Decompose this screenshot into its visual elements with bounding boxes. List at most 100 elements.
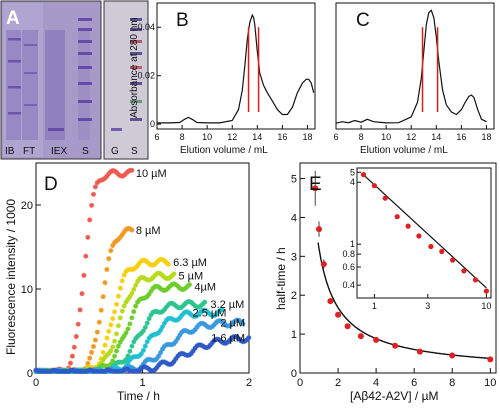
- gel-ladder-band: [78, 82, 92, 85]
- inset-data-point: [382, 195, 388, 201]
- x-tick-label: 14: [431, 132, 441, 142]
- series-label: 8 µM: [136, 225, 161, 237]
- data-point: [186, 282, 192, 288]
- data-point: [129, 290, 135, 296]
- x-tick-label: 6: [154, 132, 159, 142]
- y-tick-label: 0: [150, 119, 155, 129]
- data-point: [165, 261, 171, 267]
- inset-data-point: [461, 268, 467, 274]
- data-point: [240, 321, 246, 327]
- data-point: [129, 227, 135, 233]
- gel-lane-smear: [6, 30, 21, 140]
- x-tick-label: 2: [246, 377, 252, 389]
- panel-b-ticks: 6 8 10 12 14 16 18 0 0.02 0.04: [137, 22, 312, 142]
- x-tick-label: 16: [456, 132, 466, 142]
- panel-e-fit-line: [317, 242, 491, 360]
- panel-b-ylabel: Absorbance at 280 nm: [129, 17, 140, 118]
- gel-sample-band: [8, 86, 21, 89]
- data-point: [106, 256, 112, 262]
- gel-lane-smear: [22, 30, 38, 140]
- panel-c-frame: [335, 2, 495, 130]
- data-point: [115, 293, 122, 299]
- gel-ladder-band: [130, 18, 142, 21]
- data-point: [112, 338, 118, 344]
- y-tick-label: 0.04: [137, 22, 155, 32]
- data-point: [117, 285, 123, 291]
- data-point: [125, 326, 131, 332]
- x-tick-label: 0: [297, 377, 303, 389]
- lane-label-s2: S: [131, 146, 138, 157]
- y-tick-label: 5: [291, 174, 297, 186]
- series-label: 5 µM: [178, 271, 203, 283]
- data-point: [373, 336, 380, 343]
- inset-y-tick-label: 0.6: [342, 262, 355, 272]
- inset-x-tick-label: 10: [481, 301, 491, 311]
- panel-d-ylabel: Fluorescence intensity / 1000: [4, 199, 18, 355]
- data-point: [125, 353, 131, 359]
- gel-sample-band: [24, 104, 37, 106]
- inset-data-point: [428, 243, 434, 250]
- x-tick-label: 16: [277, 132, 287, 142]
- data-point: [110, 358, 116, 364]
- data-point: [81, 272, 87, 278]
- data-point: [115, 323, 122, 329]
- panel-e-points: [312, 170, 494, 363]
- inset-data-point: [472, 277, 479, 283]
- x-tick-label: 12: [406, 132, 416, 142]
- data-point: [87, 355, 93, 361]
- panel-b-peak-markers: [247, 27, 260, 113]
- x-tick-label: 14: [252, 132, 262, 142]
- gel-left-highlight: [3, 3, 43, 157]
- y-tick-label: 0: [27, 368, 33, 380]
- x-tick-label: 10: [381, 132, 391, 142]
- x-tick-label: 8: [359, 132, 364, 142]
- inset-data-point: [360, 172, 367, 178]
- panel-b-trace: [157, 13, 315, 124]
- gel-sample-band: [8, 60, 21, 63]
- data-point: [129, 343, 135, 349]
- data-point: [144, 320, 150, 326]
- inset-x-tick-label: 3: [425, 301, 430, 311]
- data-point: [117, 315, 123, 321]
- data-point: [320, 261, 327, 268]
- data-point: [140, 347, 146, 353]
- inset-y-tick-label: 0.8: [342, 249, 355, 259]
- data-point: [77, 307, 83, 313]
- data-point: [357, 333, 364, 340]
- panel-c-chromatogram: 6 8 10 12 14 16 18 C Elution volume / mL: [333, 2, 495, 156]
- x-tick-label: 10: [202, 132, 212, 142]
- data-point: [449, 352, 456, 359]
- gel-lane-smear: [45, 30, 65, 140]
- data-point: [108, 322, 114, 328]
- gel-ladder-band: [78, 18, 92, 21]
- data-point: [69, 353, 76, 359]
- y-tick-label: 20: [21, 200, 33, 212]
- data-point: [112, 309, 118, 315]
- series-label: 3.2 µM: [210, 299, 244, 311]
- x-tick-label: 12: [227, 132, 237, 142]
- panel-c-xlabel: Elution volume / mL: [360, 145, 448, 156]
- data-point: [127, 321, 133, 327]
- inset-y-tick-label: 0.4: [342, 280, 355, 290]
- x-tick-label: 8: [449, 377, 455, 389]
- lane-label-g: G: [111, 146, 119, 157]
- data-point: [98, 307, 104, 313]
- panel-b-frame: [156, 2, 316, 130]
- x-tick-label: 6: [411, 377, 417, 389]
- data-point: [312, 185, 319, 192]
- gel-sample-band: [48, 128, 64, 131]
- data-point: [131, 309, 137, 315]
- data-point: [119, 308, 125, 314]
- gel-ladder-band: [78, 118, 92, 121]
- panel-c-ticks: 6 8 10 12 14 16 18: [333, 125, 491, 142]
- x-tick-label: 18: [302, 132, 312, 142]
- panel-b-chromatogram: 6 8 10 12 14 16 18 0 0.02 0.04 B Absorbance at 28…: [129, 2, 316, 156]
- data-point: [73, 333, 79, 340]
- data-point: [131, 286, 137, 292]
- panel-b-xlabel: Elution volume / mL: [180, 145, 268, 156]
- series-label: 2.5 µM: [193, 308, 227, 320]
- gel-bands: [8, 18, 142, 131]
